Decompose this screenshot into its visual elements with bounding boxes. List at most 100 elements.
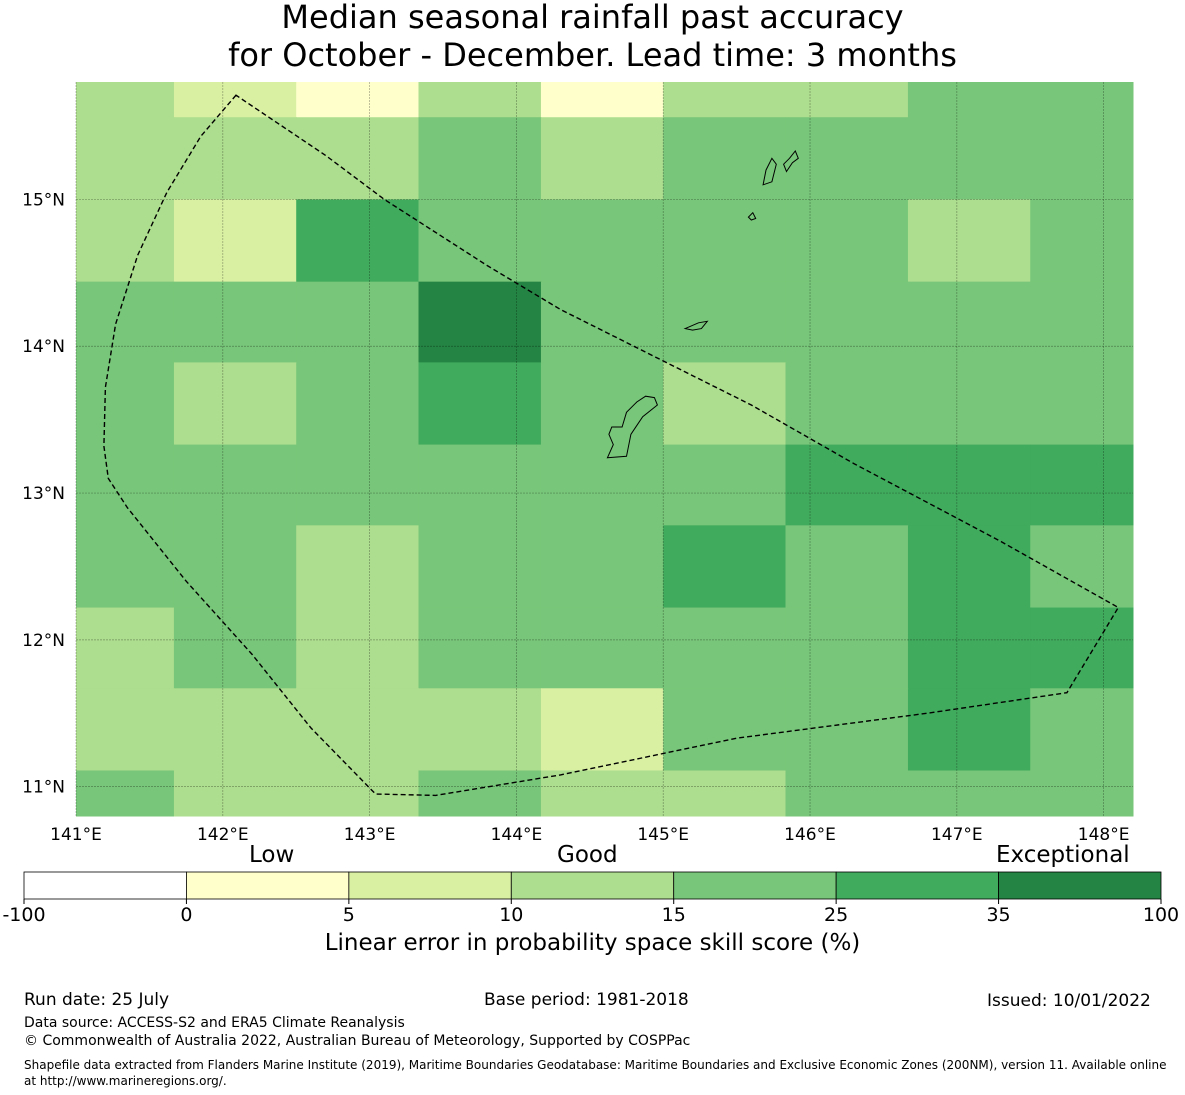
grid-cell bbox=[540, 770, 664, 817]
grid-cell bbox=[296, 82, 419, 118]
grid-cell bbox=[540, 362, 664, 446]
legend-exceptional-label: Exceptional bbox=[996, 842, 1130, 868]
colorbar-swatch bbox=[510, 871, 675, 900]
grid-cell bbox=[1030, 444, 1134, 526]
colorbar-tick-label: 100 bbox=[1143, 904, 1179, 926]
grid-cell bbox=[540, 525, 664, 609]
grid-cell bbox=[663, 444, 787, 526]
chart-subtitle: for October - December. Lead time: 3 mon… bbox=[228, 36, 957, 74]
lat-tick-label: 15°N bbox=[22, 190, 65, 210]
grid-cell bbox=[296, 281, 419, 363]
legend-good-label: Good bbox=[557, 842, 618, 868]
run-date: Run date: 25 July bbox=[24, 990, 170, 1010]
grid-cell bbox=[173, 525, 297, 609]
grid-cell bbox=[907, 688, 1031, 771]
eez-outline bbox=[103, 94, 1120, 797]
data-source: Data source: ACCESS-S2 and ERA5 Climate … bbox=[24, 1015, 405, 1031]
issued-date: Issued: 10/01/2022 bbox=[987, 991, 1151, 1011]
grid-cell bbox=[76, 688, 175, 771]
grid-cell bbox=[1030, 117, 1134, 200]
grid-cell bbox=[418, 281, 542, 363]
grid-cell bbox=[907, 607, 1031, 689]
skill-grid bbox=[76, 82, 1134, 817]
legend-low-label: Low bbox=[249, 842, 295, 868]
lat-tick-label: 14°N bbox=[22, 337, 65, 357]
lon-tick-label: 146°E bbox=[784, 825, 836, 845]
grid-cell bbox=[663, 117, 787, 200]
grid-cell bbox=[296, 117, 419, 200]
grid-cell bbox=[173, 281, 297, 363]
colorbar-tick-label: -100 bbox=[2, 904, 45, 926]
grid-cell bbox=[173, 117, 297, 200]
grid-cell bbox=[785, 281, 909, 363]
base-period: Base period: 1981-2018 bbox=[484, 990, 689, 1010]
grid-cell bbox=[663, 770, 787, 817]
grid-cell bbox=[785, 525, 909, 609]
grid-cell bbox=[540, 199, 664, 283]
grid-cell bbox=[785, 770, 909, 817]
lon-tick-label: 147°E bbox=[931, 825, 983, 845]
grid-cell bbox=[296, 362, 419, 446]
grid-cell bbox=[1030, 82, 1134, 118]
grid-cell bbox=[907, 770, 1031, 817]
grid-cell bbox=[785, 362, 909, 446]
grid-cell bbox=[76, 117, 175, 200]
colorbar-tick-label: 5 bbox=[343, 904, 355, 926]
grid-cell bbox=[663, 525, 787, 609]
grid-cell bbox=[173, 82, 297, 118]
grid-cell bbox=[907, 444, 1031, 526]
grid-cell bbox=[1030, 770, 1134, 817]
colorbar-tick-label: 25 bbox=[824, 904, 848, 926]
lon-tick-label: 148°E bbox=[1078, 825, 1130, 845]
grid-cell bbox=[907, 362, 1031, 446]
grid-cell bbox=[1030, 525, 1134, 609]
grid-cell bbox=[296, 688, 419, 771]
grid-cell bbox=[76, 770, 175, 817]
colorbar-tick-label: 35 bbox=[986, 904, 1010, 926]
grid-cell bbox=[663, 362, 787, 446]
colorbar-swatch bbox=[186, 871, 350, 900]
island-guam bbox=[606, 395, 659, 459]
lon-tick-label: 145°E bbox=[637, 825, 689, 845]
colorbar-tick-label: 15 bbox=[662, 904, 686, 926]
grid-cell bbox=[76, 525, 175, 609]
grid-cell bbox=[1030, 281, 1134, 363]
axis-ticks: 11°N 12°N 13°N 14°N 15°N 141°E 142°E 143°E 144°E… bbox=[22, 190, 1129, 845]
grid-cell bbox=[76, 444, 175, 526]
grid-cell bbox=[1030, 199, 1134, 283]
grid-cell bbox=[907, 82, 1031, 118]
grid-cell bbox=[76, 607, 175, 689]
grid-cell bbox=[907, 281, 1031, 363]
eez-boundary bbox=[103, 94, 1120, 797]
grid-cell bbox=[173, 199, 297, 283]
shapefile-credit: Shapefile data extracted from Flanders M… bbox=[24, 1058, 1167, 1088]
grid-cell bbox=[296, 525, 419, 609]
lat-tick-label: 13°N bbox=[22, 484, 65, 504]
copyright: © Commonwealth of Australia 2022, Austra… bbox=[24, 1033, 691, 1049]
grid-cell bbox=[296, 607, 419, 689]
grid-cell bbox=[76, 281, 175, 363]
grid-cell bbox=[418, 444, 542, 526]
grid-cell bbox=[418, 688, 542, 771]
grid-cell bbox=[1030, 688, 1134, 771]
grid-cell bbox=[418, 525, 542, 609]
grid-cell bbox=[663, 688, 787, 771]
grid-cell bbox=[907, 117, 1031, 200]
lon-tick-label: 144°E bbox=[491, 825, 543, 845]
island-rota bbox=[683, 320, 709, 331]
island-tinian bbox=[747, 211, 757, 221]
grid-cell bbox=[663, 281, 787, 363]
grid-cell bbox=[173, 688, 297, 771]
grid-cell bbox=[418, 362, 542, 446]
grid-cell bbox=[907, 525, 1031, 609]
grid-cell bbox=[418, 607, 542, 689]
grid-cell bbox=[540, 688, 664, 771]
grid-cell bbox=[418, 770, 542, 817]
grid-cell bbox=[1030, 607, 1134, 689]
grid-cell bbox=[785, 444, 909, 526]
colorbar-tick-label: 10 bbox=[499, 904, 523, 926]
grid-cell bbox=[663, 607, 787, 689]
grid-cell bbox=[785, 199, 909, 283]
grid-cell bbox=[173, 770, 297, 817]
grid-cell bbox=[663, 82, 787, 118]
